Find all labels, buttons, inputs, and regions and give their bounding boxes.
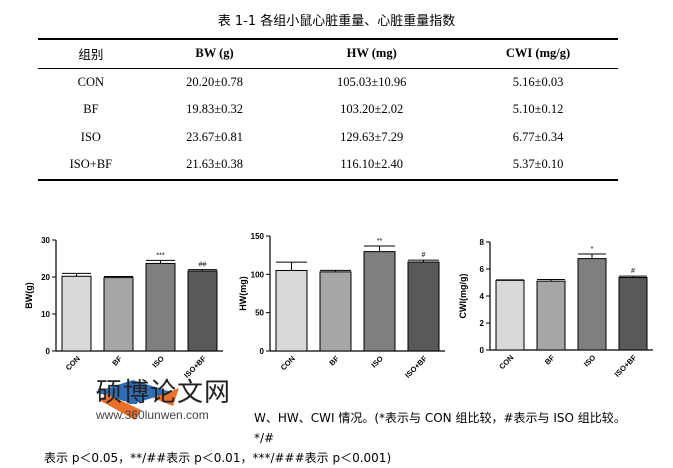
cell: 5.37±0.10 (512, 157, 564, 172)
bar (618, 277, 648, 351)
category-label: ISO (369, 354, 385, 370)
watermark-url: www.360lunwen.com (96, 408, 209, 422)
y-tick-label: 150 (251, 232, 265, 241)
data-table: 组别 BW (g) HW (mg) CWI (mg/g) CON 20.20±0… (38, 38, 618, 181)
bar (61, 275, 92, 352)
category-label: ISO+BF (613, 353, 639, 379)
y-tick-label: 2 (480, 319, 485, 328)
cell: 129.63±7.29 (340, 129, 404, 144)
significance-label: * (591, 246, 594, 253)
y-tick-label: 4 (480, 292, 485, 301)
y-tick-label: 30 (41, 236, 50, 245)
watermark-text: 硕博论文网 (96, 378, 232, 408)
category-label: BF (110, 354, 124, 368)
cell: 5.16±0.03 (512, 74, 564, 89)
bar (407, 261, 440, 352)
bar (145, 262, 176, 352)
bar (275, 269, 308, 352)
hw-bar-chart: 0 50 100 150 HW(mg) CON BF ** ISO # ISO+BF (238, 232, 445, 380)
bar (319, 271, 352, 352)
y-axis-label: BW(g) (24, 282, 34, 309)
table-row: CON 20.20±0.78 105.03±10.96 5.16±0.03 (38, 68, 618, 96)
significance-label: # (631, 268, 635, 275)
cell: 105.03±10.96 (337, 74, 407, 89)
cell: 6.77±0.34 (512, 129, 564, 144)
header-hw: HW (mg) (346, 46, 397, 61)
header-group: 组别 (78, 47, 104, 63)
significance-label: ## (199, 262, 207, 269)
cell: CON (77, 74, 105, 89)
cell: 5.10±0.12 (512, 102, 564, 117)
cell: 116.10±2.40 (340, 157, 404, 172)
bar (187, 270, 218, 352)
bar (536, 280, 566, 351)
category-label: ISO (582, 353, 598, 369)
bar (495, 279, 525, 351)
y-tick-label: 10 (41, 310, 50, 319)
bar (363, 251, 396, 352)
category-label: ISO (150, 354, 166, 370)
category-label: CON (497, 353, 515, 371)
bar (577, 258, 607, 351)
y-tick-label: 0 (480, 346, 485, 355)
header-cwi: CWI (mg/g) (505, 46, 571, 61)
cell: 21.63±0.38 (186, 157, 243, 172)
cell: ISO+BF (69, 157, 113, 172)
category-label: BF (543, 353, 557, 367)
table-title: 表 1-1 各组小鼠心脏重量、心脏重量指数 (217, 14, 456, 29)
cell: 19.83±0.32 (186, 102, 243, 117)
y-tick-label: 0 (260, 347, 265, 356)
cwi-bar-chart: 0 2 4 6 8 CWI(mg/g) CON BF * ISO # ISO+BF (458, 238, 653, 379)
table-row: ISO 23.67±0.81 129.63±7.29 6.77±0.34 (38, 124, 618, 152)
cell: BF (83, 102, 99, 117)
y-tick-label: 100 (251, 270, 265, 279)
significance-label: *** (156, 252, 164, 259)
y-axis-label: HW(mg) (238, 276, 248, 311)
significance-label: # (422, 252, 426, 259)
cell: 20.20±0.78 (186, 74, 243, 89)
watermark-logo-icon (95, 380, 179, 420)
y-tick-label: 0 (46, 347, 51, 356)
table-header-row: 组别 BW (g) HW (mg) CWI (mg/g) (38, 39, 618, 68)
table-row: BF 19.83±0.32 103.20±2.02 5.10±0.12 (38, 96, 618, 124)
y-tick-label: 8 (480, 238, 485, 247)
table-row: ISO+BF 21.63±0.38 116.10±2.40 5.37±0.10 (38, 151, 618, 180)
y-tick-label: 20 (41, 273, 50, 282)
significance-label: ** (377, 238, 383, 245)
cell: 103.20±2.02 (340, 102, 404, 117)
cell: ISO (80, 129, 101, 144)
caption-line-1: W、HW、CWI 情况。(*表示与 CON 组比较，#表示与 ISO 组比较。*… (254, 411, 626, 445)
y-axis-label: CWI(mg/g) (458, 274, 468, 319)
bar (103, 277, 134, 352)
header-bw: BW (g) (195, 46, 234, 61)
category-label: ISO+BF (403, 354, 429, 380)
y-tick-label: 50 (255, 309, 264, 318)
y-tick-label: 6 (480, 265, 485, 274)
cell: 23.67±0.81 (186, 129, 243, 144)
category-label: CON (279, 354, 297, 372)
category-label: BF (327, 354, 341, 368)
caption-line-2: 表示 p＜0.05，**/##表示 p＜0.01，***/###表示 p＜0.0… (44, 451, 392, 465)
